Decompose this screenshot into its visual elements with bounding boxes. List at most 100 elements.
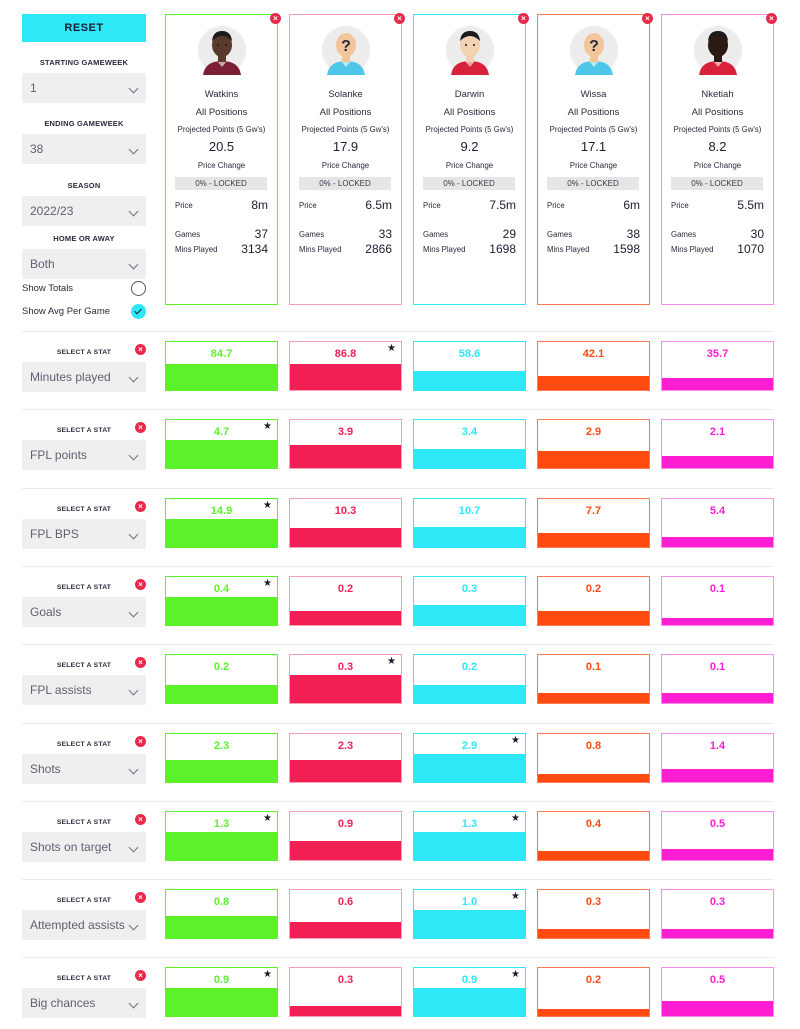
stat-bar-fill <box>538 532 649 547</box>
player-card: ? Wissa All Positions Projected Points (5 G… <box>537 14 650 305</box>
remove-player-icon[interactable]: × <box>642 13 653 24</box>
remove-player-icon[interactable]: × <box>766 13 777 24</box>
stat-bar-fill <box>290 363 401 390</box>
stat-value-box: 0.2 <box>537 576 650 626</box>
stat-bar-fill <box>538 610 649 625</box>
stat-bar-fill <box>662 455 773 468</box>
best-star-icon: ★ <box>511 735 520 746</box>
stat-select[interactable]: Big chances <box>22 988 146 1018</box>
stat-bar-fill <box>166 440 277 468</box>
remove-stat-icon[interactable]: × <box>135 736 146 747</box>
games-label: Games <box>175 230 201 239</box>
home-away-select[interactable]: Both <box>22 249 146 279</box>
remove-stat-icon[interactable]: × <box>135 422 146 433</box>
remove-player-icon[interactable]: × <box>518 13 529 24</box>
projected-points-value: 9.2 <box>460 139 479 154</box>
show-avg-radio[interactable] <box>131 304 146 319</box>
select-stat-label: SELECT A STAT <box>56 427 112 434</box>
row-divider <box>22 644 774 645</box>
stat-select[interactable]: FPL BPS <box>22 519 146 549</box>
starting-gameweek-select[interactable]: 1 <box>22 73 146 103</box>
stat-select[interactable]: FPL points <box>22 440 146 470</box>
remove-stat-icon[interactable]: × <box>135 657 146 668</box>
mins-played-value: 1598 <box>613 242 640 256</box>
stat-select[interactable]: Attempted assists <box>22 910 146 940</box>
chevron-down-icon <box>128 607 139 618</box>
show-totals-toggle[interactable]: Show Totals <box>22 281 146 297</box>
stat-value: 0.8 <box>213 896 230 908</box>
remove-player-icon[interactable]: × <box>270 13 281 24</box>
stat-name: FPL BPS <box>30 527 79 541</box>
games-value: 33 <box>378 227 392 241</box>
stat-value: 0.9 <box>461 974 478 986</box>
player-position: All Positions <box>691 107 744 118</box>
stat-select[interactable]: Shots on target <box>22 832 146 862</box>
select-stat-label: SELECT A STAT <box>56 897 112 904</box>
stat-select[interactable]: Goals <box>22 597 146 627</box>
mins-played-value: 3134 <box>241 242 268 256</box>
remove-stat-icon[interactable]: × <box>135 814 146 825</box>
price-label: Price <box>299 201 317 210</box>
games-label: Games <box>299 230 325 239</box>
mins-played-label: Mins Played <box>423 245 466 254</box>
show-totals-radio[interactable] <box>131 281 146 296</box>
stat-value-box: 0.2 <box>289 576 402 626</box>
stat-value: 58.6 <box>458 348 481 360</box>
stat-select[interactable]: Shots <box>22 754 146 784</box>
stat-bar-fill <box>290 675 401 703</box>
ending-gameweek-value: 38 <box>30 142 44 156</box>
stat-value: 0.2 <box>213 661 230 673</box>
stat-value-box: 14.9 ★ <box>165 498 278 548</box>
stat-value-box: 1.4 <box>661 733 774 783</box>
projected-points-value: 17.1 <box>580 139 607 154</box>
stat-name: Attempted assists <box>30 918 125 932</box>
remove-player-icon[interactable]: × <box>394 13 405 24</box>
remove-stat-icon[interactable]: × <box>135 892 146 903</box>
remove-stat-icon[interactable]: × <box>135 501 146 512</box>
player-position: All Positions <box>319 107 372 118</box>
stat-value-box: 0.4 <box>537 811 650 861</box>
stat-value: 0.2 <box>585 583 602 595</box>
remove-stat-icon[interactable]: × <box>135 970 146 981</box>
season-value: 2022/23 <box>30 204 74 218</box>
stat-value: 0.2 <box>461 661 478 673</box>
stat-value: 5.4 <box>709 505 726 517</box>
price-change-badge: 0% - LOCKED <box>299 177 391 190</box>
stat-value: 0.3 <box>461 583 478 595</box>
stat-select[interactable]: FPL assists <box>22 675 146 705</box>
stat-value-box: 1.0 ★ <box>413 889 526 939</box>
player-name: Darwin <box>454 89 485 100</box>
stat-bar-fill <box>414 832 525 860</box>
stat-value-box: 0.3 <box>289 967 402 1017</box>
stat-bar-fill <box>538 376 649 390</box>
chevron-down-icon <box>128 920 139 931</box>
chevron-down-icon <box>128 998 139 1009</box>
ending-gameweek-select[interactable]: 38 <box>22 134 146 164</box>
home-away-value: Both <box>30 257 55 271</box>
show-avg-toggle[interactable]: Show Avg Per Game <box>22 304 146 320</box>
price-value: 7.5m <box>489 198 516 212</box>
stat-bar-fill <box>166 915 277 938</box>
stat-value-box: 0.6 <box>289 889 402 939</box>
stat-bar-fill <box>414 910 525 938</box>
stat-value-box: 0.9 ★ <box>413 967 526 1017</box>
chevron-down-icon <box>128 529 139 540</box>
stat-value-box: 10.7 <box>413 498 526 548</box>
projected-points-label: Projected Points (5 Gw's) <box>425 125 514 134</box>
row-divider <box>22 957 774 958</box>
season-select[interactable]: 2022/23 <box>22 196 146 226</box>
mins-played-label: Mins Played <box>547 245 590 254</box>
remove-stat-icon[interactable]: × <box>135 344 146 355</box>
player-name: Solanke <box>328 89 363 100</box>
player-card: ? Solanke All Positions Projected Points (5… <box>289 14 402 305</box>
best-star-icon: ★ <box>511 813 520 824</box>
price-change-label: Price Change <box>321 161 370 170</box>
stat-value-box: 4.7 ★ <box>165 419 278 469</box>
stat-select[interactable]: Minutes played <box>22 362 146 392</box>
ending-gameweek-label: ENDING GAMEWEEK <box>44 119 124 128</box>
chevron-down-icon <box>128 685 139 696</box>
reset-button[interactable]: RESET <box>22 14 146 42</box>
home-away-label: HOME OR AWAY <box>53 234 115 243</box>
stat-value: 0.2 <box>337 583 354 595</box>
remove-stat-icon[interactable]: × <box>135 579 146 590</box>
